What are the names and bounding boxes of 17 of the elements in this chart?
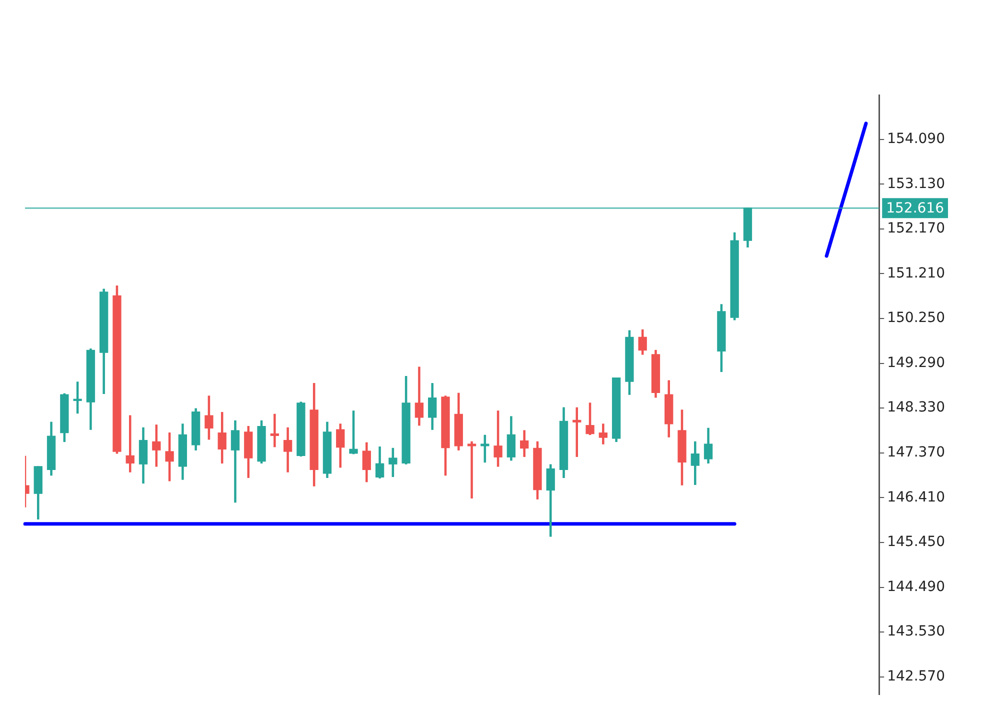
y-tick-label: 154.090 [887, 130, 946, 147]
y-tick-label: 149.290 [887, 354, 946, 371]
candlestick [270, 414, 279, 448]
y-tick-label: 151.210 [887, 265, 946, 282]
candlestick [467, 441, 476, 498]
y-tick-label: 152.170 [887, 220, 946, 237]
candlestick [126, 415, 134, 472]
y-tick-label: 147.370 [887, 444, 946, 461]
y-tick-label: 144.490 [887, 578, 946, 595]
y-tick-label: 153.130 [887, 176, 946, 192]
y-tick-label: 148.330 [887, 400, 946, 416]
y-tick-label: 146.410 [887, 489, 946, 506]
y-tick-label: 150.250 [887, 310, 946, 326]
y-tick-label: 143.530 [887, 624, 946, 640]
y-tick-label: 145.450 [887, 534, 946, 550]
y-tick-label: 142.570 [887, 668, 946, 685]
ref-line-label: 152.616 [886, 200, 944, 217]
